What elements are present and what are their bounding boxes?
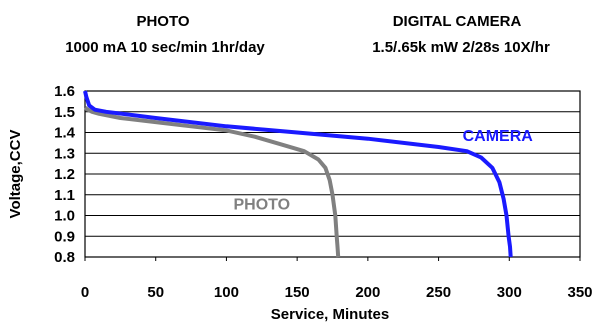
camera-title: DIGITAL CAMERA <box>393 13 522 30</box>
y-tick-label: 1.2 <box>54 166 75 183</box>
x-tick-label: 200 <box>355 284 380 301</box>
y-tick-label: 1.4 <box>54 125 76 142</box>
axes <box>84 90 581 261</box>
y-tick-label: 0.9 <box>54 228 75 245</box>
x-tick-label: 150 <box>285 284 310 301</box>
photo-title: PHOTO <box>136 13 189 30</box>
series-line-photo <box>83 106 341 258</box>
x-tick-label: 300 <box>497 284 522 301</box>
plot-frame <box>84 90 581 258</box>
y-tick-label: 1.0 <box>54 208 75 225</box>
x-tick-label: 100 <box>214 284 239 301</box>
x-tick-label: 50 <box>147 284 164 301</box>
photo-subtitle: 1000 mA 10 sec/min 1hr/day <box>65 39 265 56</box>
y-tick-label: 1.1 <box>54 187 75 204</box>
series-labels: PHOTO CAMERA <box>234 128 534 213</box>
camera-subtitle: 1.5/.65k mW 2/28s 10X/hr <box>372 39 550 56</box>
series-lines <box>83 90 513 258</box>
series-label-camera: CAMERA <box>463 128 534 145</box>
y-axis-label: Voltage,CCV <box>7 130 24 219</box>
y-tick-label: 1.3 <box>54 145 75 162</box>
x-tick-label: 250 <box>426 284 451 301</box>
x-tick-label: 350 <box>567 284 592 301</box>
x-tick-label: 0 <box>81 284 89 301</box>
series-line-camera <box>83 90 513 258</box>
tick-labels: 0.8 0.9 1.0 1.1 1.2 1.3 1.4 1.5 1.6 0 50 100 150 200 2… <box>54 83 592 301</box>
y-tick-label: 1.6 <box>54 83 75 100</box>
y-tick-label: 0.8 <box>54 249 75 266</box>
x-axis-label: Service, Minutes <box>271 306 389 323</box>
y-tick-label: 1.5 <box>54 104 75 121</box>
series-label-photo: PHOTO <box>234 196 291 213</box>
